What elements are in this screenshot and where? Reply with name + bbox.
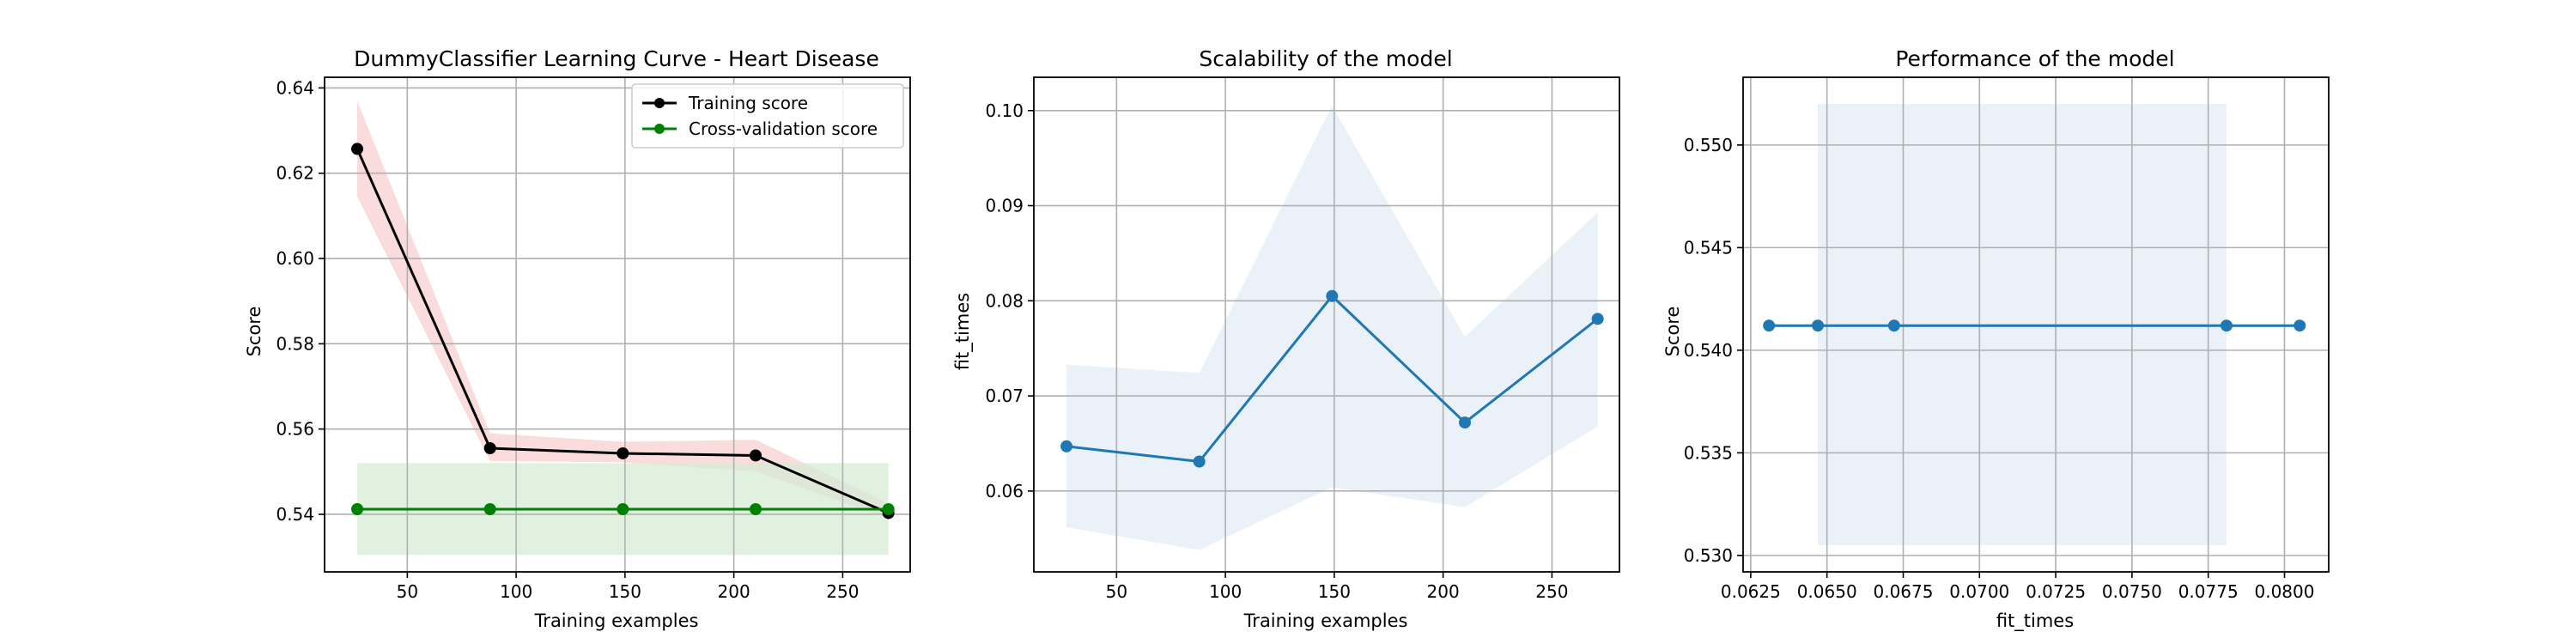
data-point	[483, 503, 496, 516]
data-point	[1060, 440, 1073, 453]
y-axis-label: Score	[1662, 307, 1683, 357]
panel-title: Scalability of the model	[1199, 46, 1452, 71]
data-point	[1812, 319, 1825, 332]
y-axis-label: fit_times	[952, 293, 974, 370]
y-tick-label: 0.535	[1684, 442, 1733, 463]
x-tick-label: 250	[826, 581, 859, 602]
plot-frame	[1033, 76, 1620, 573]
x-tick-label: 50	[1106, 581, 1127, 602]
x-axis-label: Training examples	[1243, 611, 1408, 631]
x-tick-label: 250	[1535, 581, 1568, 602]
y-tick-label: 0.10	[985, 100, 1024, 121]
data-point	[882, 503, 895, 516]
x-tick-label: 0.0775	[2178, 581, 2239, 602]
panel-title: DummyClassifier Learning Curve - Heart D…	[354, 46, 879, 71]
y-tick-label: 0.09	[985, 196, 1024, 216]
data-point	[483, 442, 496, 454]
y-tick-label: 0.540	[1684, 340, 1733, 361]
data-point	[2293, 319, 2306, 332]
x-tick-label: 200	[718, 581, 750, 602]
data-point	[749, 503, 762, 516]
y-tick-label: 0.07	[985, 386, 1024, 406]
x-tick-label: 50	[397, 581, 418, 602]
y-axis-label: Score	[244, 307, 264, 357]
x-tick-label: 0.0625	[1721, 581, 1781, 602]
x-tick-label: 0.0750	[2102, 581, 2162, 602]
y-tick-label: 0.62	[276, 163, 314, 184]
y-tick-label: 0.58	[276, 333, 314, 354]
x-tick-label: 0.0800	[2255, 581, 2315, 602]
data-point	[749, 449, 762, 462]
y-tick-label: 0.60	[276, 248, 314, 269]
data-point	[351, 143, 364, 155]
panel-title: Performance of the model	[1895, 46, 2174, 71]
legend-box	[631, 83, 904, 149]
x-tick-label: 200	[1427, 581, 1460, 602]
legend-entry: Training score	[688, 93, 808, 113]
y-tick-label: 0.54	[276, 504, 314, 525]
x-tick-label: 0.0650	[1797, 581, 1857, 602]
y-tick-label: 0.08	[985, 290, 1024, 311]
data-point	[1591, 313, 1604, 325]
data-point	[1458, 416, 1471, 429]
plot-frame	[324, 76, 911, 573]
scalability-panel: Scalability of the model Training exampl…	[952, 46, 1620, 631]
legend-marker	[654, 98, 665, 108]
data-point	[351, 503, 364, 516]
y-tick-label: 0.550	[1684, 135, 1733, 155]
data-point	[617, 503, 629, 516]
y-tick-label: 0.06	[985, 481, 1024, 501]
legend-marker	[654, 124, 665, 134]
confidence-band	[1066, 106, 1598, 550]
legend-entry: Cross-validation score	[689, 118, 878, 139]
data-point	[1326, 289, 1339, 302]
data-point	[1887, 319, 1900, 332]
y-tick-label: 0.545	[1684, 237, 1733, 258]
data-point	[1763, 319, 1776, 332]
data-point	[2221, 319, 2233, 332]
x-axis-label: fit_times	[1996, 611, 2074, 632]
x-tick-label: 0.0725	[2026, 581, 2086, 602]
x-tick-label: 100	[500, 581, 532, 602]
x-tick-label: 0.0675	[1873, 581, 1933, 602]
x-tick-label: 0.0700	[1949, 581, 2009, 602]
y-tick-label: 0.64	[276, 77, 314, 98]
y-tick-label: 0.56	[276, 419, 314, 440]
legend: Training score Cross-validation score	[631, 83, 904, 149]
x-tick-label: 150	[609, 581, 641, 602]
y-tick-label: 0.530	[1684, 545, 1733, 566]
x-tick-label: 100	[1209, 581, 1242, 602]
performance-panel: Performance of the model fit_times Score…	[1662, 46, 2330, 632]
plot-frame	[1742, 76, 2330, 573]
data-point	[1193, 455, 1206, 468]
x-axis-label: Training examples	[534, 611, 699, 631]
x-tick-label: 150	[1318, 581, 1351, 602]
learning-curve-panel: DummyClassifier Learning Curve - Heart D…	[244, 46, 911, 631]
data-point	[617, 447, 629, 459]
